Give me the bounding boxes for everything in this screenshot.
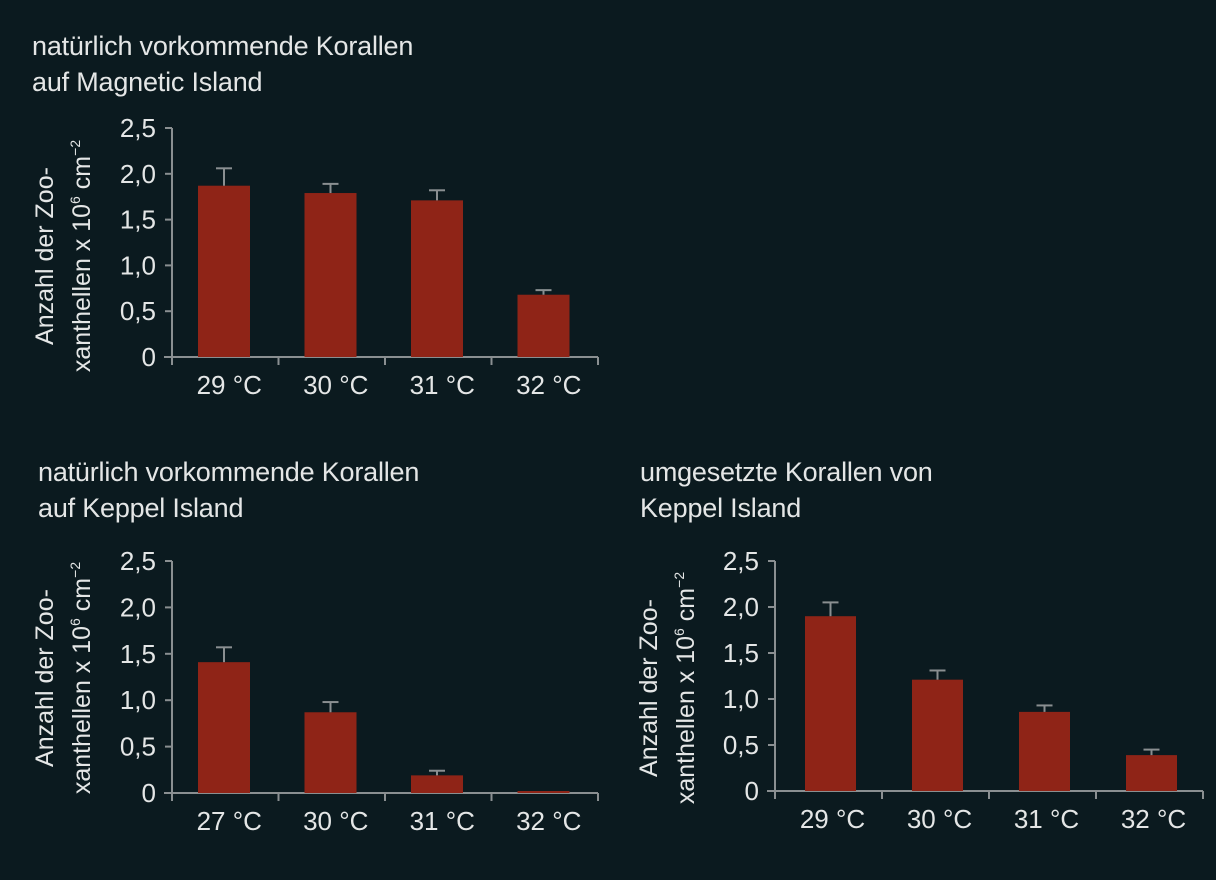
y-tick-label: 0,5 <box>120 732 156 762</box>
x-tick-label: 31 °C <box>410 370 475 400</box>
chart-title-line2: auf Keppel Island <box>38 493 244 523</box>
y-tick-label: 1,0 <box>120 250 156 280</box>
bar <box>411 775 463 793</box>
bar <box>1019 711 1070 791</box>
x-tick-label: 31 °C <box>1014 804 1079 834</box>
x-tick-label: 32 °C <box>516 370 581 400</box>
y-tick-label: 2,5 <box>120 546 156 576</box>
chart-title-line1: natürlich vorkommende Korallen <box>32 31 414 61</box>
bar <box>1126 755 1177 791</box>
y-tick-label: 0 <box>745 776 759 806</box>
y-tick-label: 2,0 <box>723 592 759 622</box>
bar <box>304 193 357 357</box>
bar <box>912 679 963 791</box>
bar <box>411 200 463 357</box>
bar <box>198 185 250 357</box>
chart-title-line1: umgesetzte Korallen von <box>640 457 933 487</box>
bar <box>517 294 570 357</box>
y-tick-label: 0 <box>142 342 156 372</box>
y-tick-label: 1,0 <box>723 684 759 714</box>
x-tick-label: 32 °C <box>1121 804 1186 834</box>
y-tick-label: 0,5 <box>120 296 156 326</box>
y-tick-label: 1,0 <box>120 685 156 715</box>
y-tick-label: 2,0 <box>120 159 156 189</box>
y-tick-label: 1,5 <box>120 205 156 235</box>
bar <box>198 662 250 793</box>
x-tick-label: 32 °C <box>516 806 581 836</box>
chart-title-line1: natürlich vorkommende Korallen <box>38 457 420 487</box>
y-tick-label: 2,0 <box>120 592 156 622</box>
y-tick-label: 0,5 <box>723 730 759 760</box>
bar <box>517 791 570 793</box>
x-tick-label: 27 °C <box>197 806 262 836</box>
chart-title-line2: auf Magnetic Island <box>32 67 263 97</box>
bar <box>304 712 357 793</box>
x-tick-label: 30 °C <box>907 804 972 834</box>
y-tick-label: 2,5 <box>723 546 759 576</box>
y-tick-label: 1,5 <box>120 639 156 669</box>
bar <box>805 616 856 791</box>
x-tick-label: 30 °C <box>303 806 368 836</box>
x-tick-label: 29 °C <box>800 804 865 834</box>
x-tick-label: 31 °C <box>410 806 475 836</box>
y-tick-label: 0 <box>142 778 156 808</box>
chart-title-line2: Keppel Island <box>640 493 802 523</box>
y-tick-label: 1,5 <box>723 638 759 668</box>
x-tick-label: 30 °C <box>303 370 368 400</box>
y-tick-label: 2,5 <box>120 113 156 143</box>
x-tick-label: 29 °C <box>197 370 262 400</box>
